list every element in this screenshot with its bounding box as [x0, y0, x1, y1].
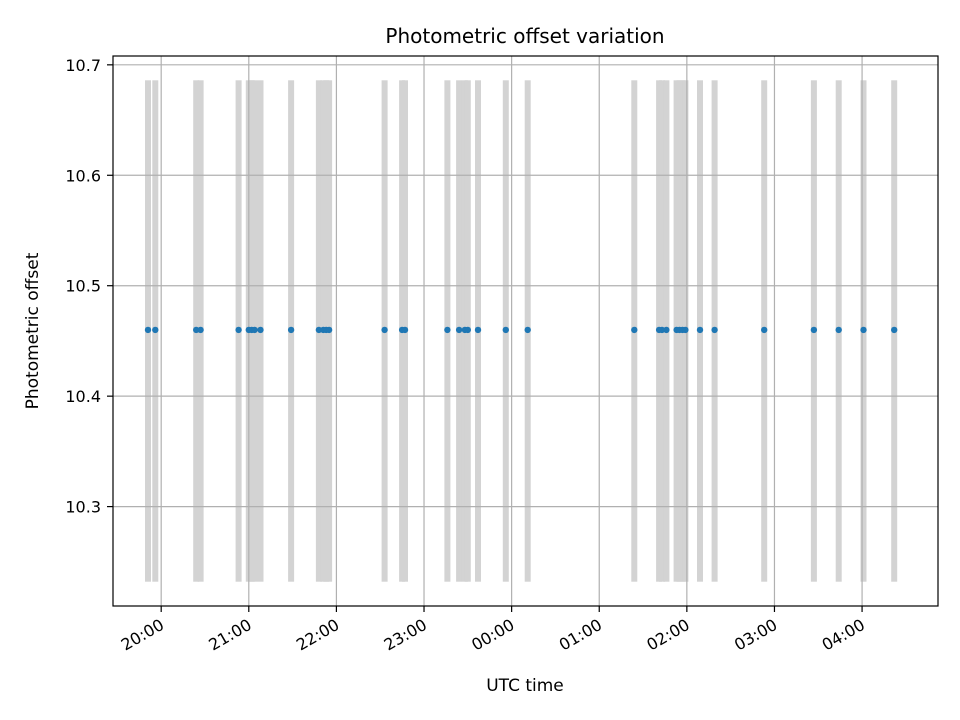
y-tick-label: 10.3: [65, 498, 101, 517]
plot-frame: [112, 55, 939, 607]
data-point: [197, 326, 204, 334]
data-point: [682, 326, 689, 334]
data-point: [663, 326, 670, 334]
y-axis-label: Photometric offset: [23, 252, 43, 409]
data-point: [474, 326, 482, 334]
y-tick-label: 10.5: [65, 277, 101, 296]
data-point: [251, 326, 258, 334]
y-tick-label: 10.4: [65, 387, 101, 406]
data-point: [287, 326, 295, 334]
data-point: [144, 326, 152, 334]
data-point: [401, 326, 409, 334]
data-point: [761, 326, 768, 334]
data-point: [257, 326, 264, 334]
y-tick-label: 10.7: [65, 56, 101, 75]
data-point: [315, 326, 323, 334]
data-point: [835, 326, 842, 334]
data-point: [658, 326, 666, 334]
data-points: [144, 326, 898, 334]
data-point: [711, 326, 718, 334]
data-point: [891, 326, 898, 334]
data-point: [631, 326, 638, 334]
data-point: [193, 326, 200, 334]
data-point: [152, 326, 159, 334]
y-tick-label: 10.6: [65, 166, 101, 185]
chart-title: Photometric offset variation: [385, 24, 664, 48]
y-axis-ticks: 10.3 10.4 10.5 10.6 10.7: [65, 56, 113, 517]
data-point: [810, 326, 818, 334]
data-point: [381, 326, 388, 334]
data-point: [455, 326, 463, 334]
x-axis-label: UTC time: [486, 676, 564, 696]
data-point: [464, 326, 471, 334]
data-point: [696, 326, 704, 334]
data-point: [444, 326, 451, 334]
data-point: [325, 326, 333, 334]
grid: [113, 56, 938, 606]
data-point: [235, 326, 242, 334]
data-point: [860, 326, 867, 334]
data-point: [502, 326, 509, 334]
data-point: [524, 326, 531, 334]
